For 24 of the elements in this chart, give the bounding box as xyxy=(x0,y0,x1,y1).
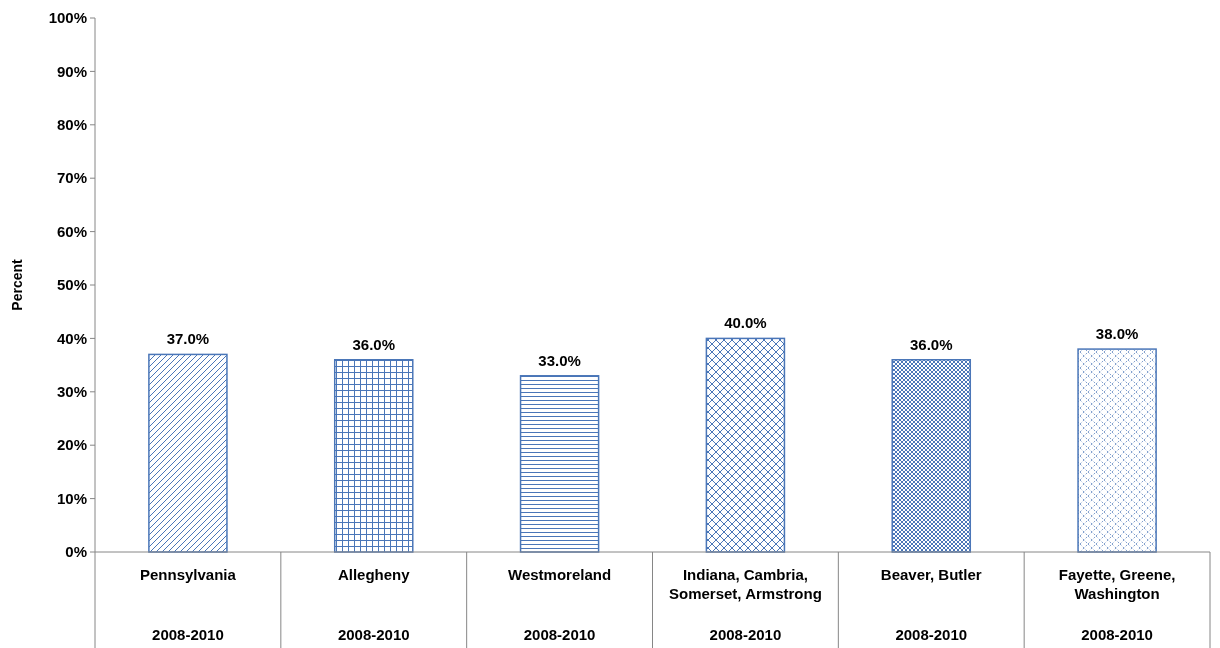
y-tick-label: 70% xyxy=(56,169,87,187)
category-label: Pennsylvania 2008-2010 xyxy=(139,566,236,643)
y-tick-label: 0% xyxy=(65,543,87,561)
y-tick-label: 80% xyxy=(56,116,87,134)
y-tick-label: 50% xyxy=(56,276,87,294)
data-label: 36.0% xyxy=(909,335,953,353)
data-label: 36.0% xyxy=(352,335,396,353)
category-label: Beaver, Butler 2008-2010 xyxy=(880,566,982,643)
data-label: 40.0% xyxy=(724,314,767,332)
y-tick-label: 40% xyxy=(56,329,87,347)
y-tick-label: 100% xyxy=(48,9,87,27)
data-label: 38.0% xyxy=(1095,325,1139,343)
y-tick-label: 10% xyxy=(56,489,87,507)
y-tick-label: 20% xyxy=(56,436,87,454)
y-tick-label: 30% xyxy=(56,383,87,401)
category-label: Indiana, Cambria, Somerset, Armstrong 2008-2010 xyxy=(669,566,822,643)
category-label: Fayette, Greene, Washington 2008-2010 xyxy=(1058,566,1176,643)
category-label: Allegheny 2008-2010 xyxy=(337,566,410,643)
y-tick-label: 60% xyxy=(56,222,87,240)
y-tick-label: 90% xyxy=(56,62,87,80)
y-axis-title: Percent xyxy=(9,258,25,311)
data-label: 33.0% xyxy=(538,351,581,369)
category-label: Westmoreland 2008-2010 xyxy=(508,566,612,643)
data-label: 37.0% xyxy=(166,330,210,348)
